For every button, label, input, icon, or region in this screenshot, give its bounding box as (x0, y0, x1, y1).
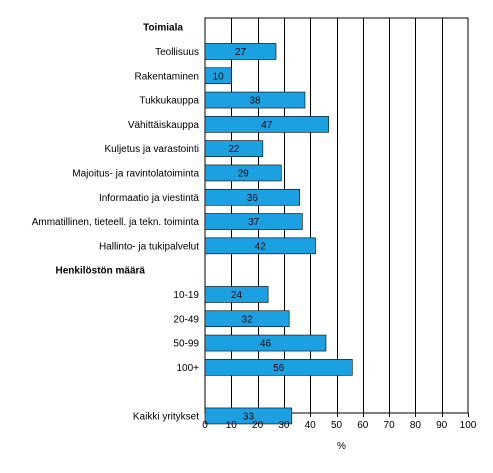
x-tick-label: 70 (384, 420, 396, 431)
group-heading: Henkilöstön määrä (56, 266, 146, 277)
x-tick-label: 100 (460, 420, 477, 431)
category-label: Tukkukauppa (139, 96, 199, 107)
x-tick-label: 90 (436, 420, 448, 431)
data-label: 10 (213, 71, 225, 82)
bar (204, 43, 277, 60)
bar (204, 213, 303, 230)
bar (204, 116, 329, 133)
data-label: 32 (242, 314, 254, 325)
bar (204, 310, 290, 328)
x-tick-label: 10 (226, 420, 238, 431)
bar (204, 359, 353, 376)
data-label: 38 (249, 96, 261, 107)
x-tick-label: 0 (202, 420, 208, 431)
category-label: Rakentaminen (135, 71, 199, 82)
x-tick-label: 40 (305, 420, 317, 431)
data-label: 36 (247, 193, 259, 204)
x-tick-label: 60 (357, 420, 369, 431)
x-tick-label: 80 (410, 420, 422, 431)
category-label: 10-19 (173, 290, 199, 301)
category-label: 20-49 (173, 314, 199, 325)
data-label: 33 (243, 411, 255, 422)
bar (204, 407, 293, 425)
bar (204, 334, 327, 352)
x-tick-label: 20 (252, 420, 264, 431)
bar (204, 188, 300, 206)
x-tick-label: 30 (278, 420, 290, 431)
category-label: Vähittäiskauppa (128, 120, 200, 131)
category-label: 50-99 (173, 339, 199, 350)
category-label: 100+ (176, 363, 199, 374)
bar (204, 164, 282, 182)
data-label: 29 (238, 168, 250, 179)
category-label: Ammatillinen, tieteell. ja tekn. toimint… (32, 217, 200, 228)
bar (204, 237, 316, 255)
bars-layer (204, 43, 353, 425)
category-label: Majoitus- ja ravintolatoiminta (72, 168, 199, 179)
group-heading: Toimiala (143, 23, 183, 34)
x-axis-title: % (337, 441, 346, 452)
category-label: Hallinto- ja tukipalvelut (99, 241, 199, 252)
data-label: 24 (231, 290, 243, 301)
category-label: Teollisuus (155, 47, 199, 58)
data-label: 37 (248, 217, 260, 228)
data-label: 46 (260, 339, 272, 350)
data-label: 22 (228, 144, 240, 155)
data-label: 56 (273, 363, 285, 374)
bar (204, 91, 306, 109)
data-label: 27 (235, 47, 247, 58)
bar (204, 286, 269, 303)
category-label: Kaikki yritykset (133, 411, 199, 422)
x-tick-label: 50 (331, 420, 343, 431)
bar (204, 140, 264, 157)
data-label: 47 (261, 120, 273, 131)
category-label: Kuljetus ja varastointi (105, 144, 200, 155)
bar (204, 67, 232, 85)
data-label: 42 (255, 241, 267, 252)
labels-layer: 0 10 20 30 40 50 60 70 80 90 100 Toimiala Teollisuus… (32, 23, 477, 431)
category-label: Informaatio ja viestintä (99, 193, 199, 204)
